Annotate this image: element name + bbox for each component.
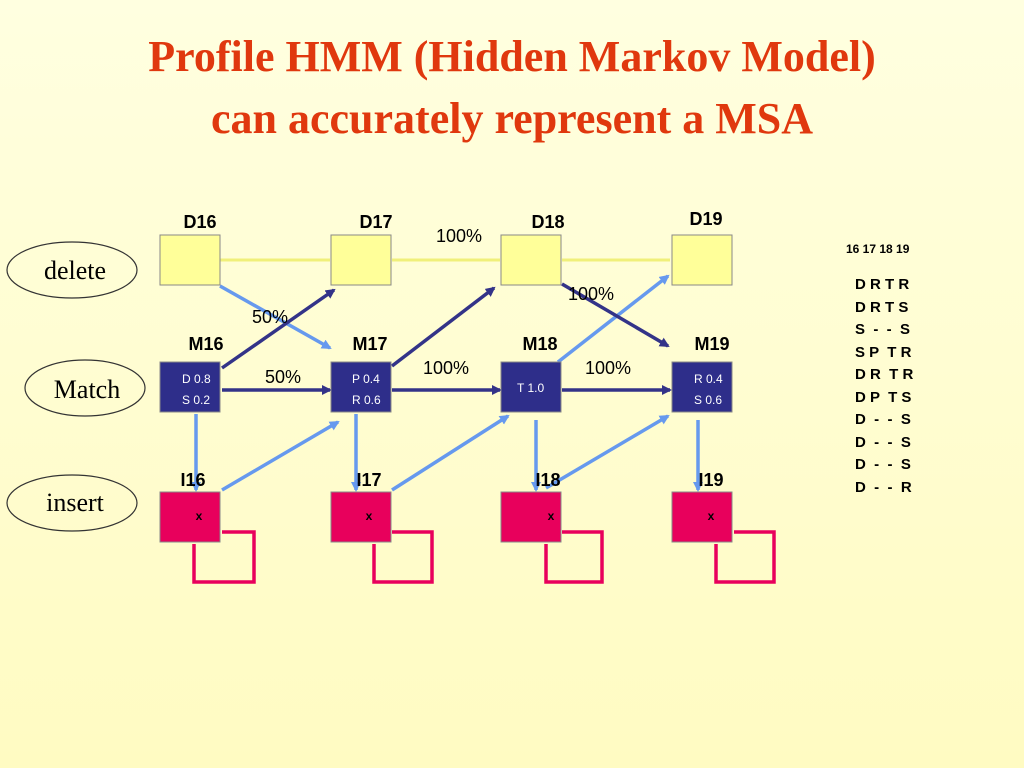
msa-row: S - - S xyxy=(855,321,911,338)
prob-label-m16-m17: 50% xyxy=(265,367,301,387)
prob-label-m18-m19: 100% xyxy=(585,358,631,378)
emission-value: D 0.8 xyxy=(182,372,211,386)
delete-state-label: D19 xyxy=(689,209,722,229)
transition-i18-m19 xyxy=(545,414,670,490)
msa-header: 16 17 18 19 xyxy=(846,242,910,256)
delete-state-label: D16 xyxy=(183,212,216,232)
transition-m17-d18 xyxy=(390,286,496,368)
prob-label-d18-m19: 100% xyxy=(568,284,614,304)
match-state-label: M16 xyxy=(188,334,223,354)
legend-match-text: Match xyxy=(54,375,120,404)
delete-state-d16: D16 xyxy=(159,212,221,286)
match-state-label: M19 xyxy=(694,334,729,354)
insert-state-i17: I17 x xyxy=(330,470,392,543)
title-line-1: Profile HMM (Hidden Markov Model) xyxy=(148,32,876,81)
insert-emission: x xyxy=(548,509,555,523)
insert-state-label: I18 xyxy=(535,470,560,490)
prob-label-m17-m18: 100% xyxy=(423,358,469,378)
loop-i17 xyxy=(372,530,434,584)
match-state-m18: M18 T 1.0 xyxy=(500,334,562,413)
delete-state-d19: D19 xyxy=(671,209,733,286)
delete-state-label: D18 xyxy=(531,212,564,232)
delete-state-d18: D18 xyxy=(500,212,565,286)
transition-d16-m17 xyxy=(219,284,332,350)
delete-state-label: D17 xyxy=(359,212,392,232)
match-state-m16: M16 D 0.8 S 0.2 xyxy=(159,334,224,413)
legend-delete-text: delete xyxy=(44,256,106,285)
legend-match: Match xyxy=(24,359,146,417)
msa-row: D - - S xyxy=(855,456,911,473)
match-state-m19: M19 R 0.4 S 0.6 xyxy=(671,334,733,413)
emission-value: T 1.0 xyxy=(517,381,544,395)
transition-i17-m18 xyxy=(391,414,510,492)
msa-row: S P T R xyxy=(855,343,912,361)
msa-row: D - - S xyxy=(855,411,911,428)
insert-state-label: I17 xyxy=(356,470,381,490)
emission-value: P 0.4 xyxy=(352,372,380,386)
transition-m16-d17 xyxy=(220,288,336,370)
insert-state-label: I19 xyxy=(698,470,723,490)
insert-state-i18: I18 x xyxy=(500,470,562,543)
loop-i18 xyxy=(544,530,604,584)
legend-insert-text: insert xyxy=(46,488,105,517)
emission-value: S 0.6 xyxy=(694,393,722,407)
transition-m18-d19 xyxy=(556,274,670,364)
delete-state-d17: D17 xyxy=(330,212,393,286)
legend-insert: insert xyxy=(6,474,138,532)
msa-row: D R T R xyxy=(855,276,910,293)
prob-label-d16-m17: 50% xyxy=(252,307,288,327)
emission-value: S 0.2 xyxy=(182,393,210,407)
transition-d18-m19 xyxy=(561,282,670,348)
emission-value: R 0.6 xyxy=(352,393,381,407)
msa-row: D P T S xyxy=(855,388,912,406)
title-line-2: can accurately represent a MSA xyxy=(210,94,813,143)
msa-row: D R T S xyxy=(855,298,909,316)
insert-emission: x xyxy=(366,509,373,523)
loop-i16 xyxy=(192,530,256,584)
msa-row: D - - R xyxy=(855,478,912,496)
prob-label-d17-d18: 100% xyxy=(436,226,482,246)
msa-row: D R T R xyxy=(855,366,914,383)
insert-state-i16: I16 x xyxy=(159,470,221,543)
insert-emission: x xyxy=(196,509,203,523)
match-state-m17: M17 P 0.4 R 0.6 xyxy=(330,334,392,413)
msa-alignment: D R T R D R T S S - - S S P T R D R T R D P T… xyxy=(855,274,913,499)
insert-emission: x xyxy=(708,509,715,523)
match-state-label: M17 xyxy=(352,334,387,354)
legend-delete: delete xyxy=(6,241,138,299)
emission-value: R 0.4 xyxy=(694,372,723,386)
match-state-label: M18 xyxy=(522,334,557,354)
loop-i19 xyxy=(714,530,776,584)
msa-row: D - - S xyxy=(855,433,911,451)
transition-i16-m17 xyxy=(221,420,340,492)
insert-state-label: I16 xyxy=(180,470,205,490)
insert-state-i19: I19 x xyxy=(671,470,733,543)
